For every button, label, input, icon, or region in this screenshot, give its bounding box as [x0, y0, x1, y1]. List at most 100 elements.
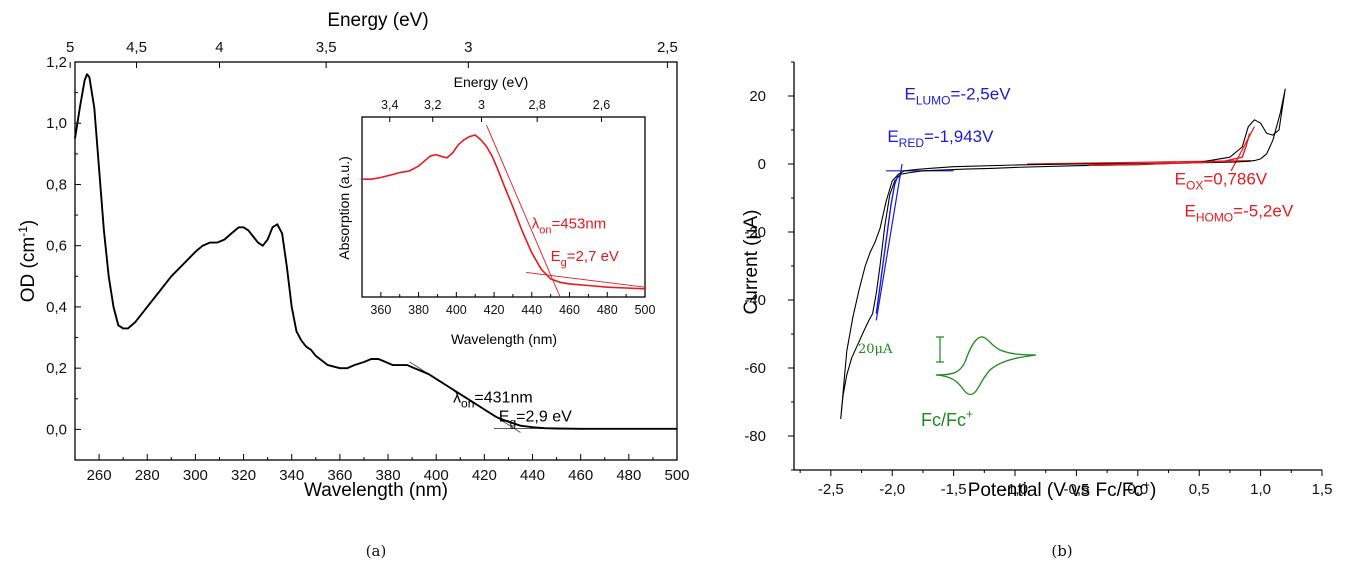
panel-a-y-label-sup: -1 — [16, 226, 30, 237]
inset-fit-line-1 — [486, 125, 561, 298]
y-tick-label-20: 20 — [749, 88, 766, 105]
ferrocene-scale-label: 20μA — [858, 342, 893, 357]
homo-annotation: EHOMO=-5,2eV — [1184, 202, 1293, 225]
lumo-annotation-subscript: LUMO — [916, 93, 951, 107]
inset-onset-annotation-base: λ — [532, 215, 540, 232]
panel-b-x-label-sup: + — [1143, 478, 1150, 492]
x-tick-label--1,5: -1,5 — [941, 481, 967, 498]
panel-a: 260 280 300 320 340 360 380 400 420 440 460 480 500 … — [16, 10, 690, 560]
panel-a-caption: (a) — [366, 542, 387, 560]
inset-onset-annotation-subscript: on — [539, 224, 551, 236]
tangent-line-1 — [875, 163, 903, 321]
panel-a-y-ticks: 0,0 0,2 0,4 0,6 0,8 1,0 1,2 — [46, 54, 81, 461]
reduction-onset-segment — [875, 173, 900, 314]
reduction-potential-annotation-value: =-1,943V — [924, 127, 994, 146]
x-tick-label-340: 340 — [279, 467, 304, 484]
top-tick-label-3,5: 3,5 — [316, 39, 337, 56]
x-tick-label-0,0: 0,0 — [1127, 481, 1148, 498]
reduction-potential-annotation-base: E — [887, 127, 898, 146]
panel-b-y-axis-label: Current (μA) — [741, 210, 762, 315]
x-tick-label-440: 440 — [520, 467, 545, 484]
x-tick-label-400: 400 — [424, 467, 449, 484]
reduction-potential-annotation: ERED=-1,943V — [887, 127, 994, 150]
y-tick-label--80: -80 — [744, 428, 766, 445]
x-tick-label-460: 460 — [568, 467, 593, 484]
oxidation-onset-segment — [1088, 133, 1251, 167]
y-tick-label-1,0: 1,0 — [46, 115, 67, 132]
x-tick-label-500: 500 — [664, 467, 689, 484]
cyclic-voltammogram-line — [840, 88, 1286, 420]
top-tick-label-4,5: 4,5 — [126, 39, 147, 56]
inset-x-axis-label: Wavelength (nm) — [451, 331, 557, 347]
inset-top-tick-label-2,8: 2,8 — [528, 98, 545, 112]
inset-top-axis-label: Energy (eV) — [454, 74, 529, 90]
od-spectrum-line — [74, 73, 677, 430]
bandgap-annotation: Eg=2,9 eV — [499, 409, 572, 430]
inset-annotations: λon=453nm Eg=2,7 eV — [532, 215, 619, 269]
x-tick-label-380: 380 — [376, 467, 401, 484]
panel-a-y-axis-label: OD (cm-1) — [16, 220, 39, 302]
inset-x-tick-label-400: 400 — [446, 303, 467, 317]
ferrocene-scale-bar — [936, 336, 944, 363]
x-tick-label-1,5: 1,5 — [1312, 481, 1333, 498]
panel-a-y-label-main: OD (cm — [18, 237, 39, 302]
x-tick-label-480: 480 — [616, 467, 641, 484]
y-tick-label-0,2: 0,2 — [46, 360, 67, 377]
inset-top-tick-label-3,4: 3,4 — [381, 98, 398, 112]
ferrocene-label-sup: + — [966, 407, 973, 421]
inset-bandgap-annotation-subscript: g — [561, 257, 567, 269]
panel-a-x-axis-label: Wavelength (nm) — [304, 480, 448, 501]
top-tick-label-5: 5 — [66, 39, 74, 56]
lumo-annotation: ELUMO=-2,5eV — [905, 84, 1012, 107]
bandgap-annotation-value: =2,9 eV — [516, 409, 572, 426]
inset-top-tick-label-2,6: 2,6 — [593, 98, 610, 112]
panel-a-y-label-end: ) — [18, 220, 39, 226]
oxidation-potential-annotation: EOX=0,786V — [1175, 169, 1268, 192]
reduction-potential-annotation-subscript: RED — [899, 136, 925, 150]
x-tick-label--2,0: -2,0 — [879, 481, 905, 498]
panel-b-series — [840, 88, 1286, 420]
inset-x-tick-label-360: 360 — [370, 303, 391, 317]
inset-top-ticks: 3,4 3,2 3 2,8 2,6 — [381, 98, 610, 122]
inset-top-tick-label-3: 3 — [478, 98, 485, 112]
panel-a-top-axis-label: Energy (eV) — [327, 10, 428, 31]
oxidation-potential-annotation-base: E — [1175, 169, 1186, 188]
panel-b-x-axis-label: Potential (V vs Fc/Fc+) — [968, 478, 1157, 501]
onset-wavelength-annotation-base: λ — [453, 390, 461, 407]
inset-x-tick-label-500: 500 — [635, 303, 656, 317]
inset-bandgap-annotation-value: =2,7 eV — [567, 248, 619, 265]
y-tick-label-0,0: 0,0 — [46, 421, 67, 438]
y-tick-label--60: -60 — [744, 360, 766, 377]
oxidation-potential-annotation-subscript: OX — [1186, 178, 1203, 192]
x-tick-label-260: 260 — [87, 467, 112, 484]
onset-wavelength-annotation-value: =431nm — [474, 390, 532, 407]
top-tick-label-2,5: 2,5 — [657, 39, 678, 56]
x-tick-label-320: 320 — [231, 467, 256, 484]
lumo-annotation-value: =-2,5eV — [951, 84, 1012, 103]
bandgap-annotation-subscript: g — [509, 416, 516, 430]
y-tick-label-0,4: 0,4 — [46, 299, 67, 316]
panel-a-x-ticks: 260 280 300 320 340 360 380 400 420 440 460 480 500 — [74, 454, 690, 484]
x-tick-label-420: 420 — [472, 467, 497, 484]
homo-annotation-value: =-5,2eV — [1233, 202, 1294, 221]
x-tick-label--1,0: -1,0 — [1002, 481, 1028, 498]
top-tick-label-4: 4 — [215, 39, 223, 56]
x-tick-label-300: 300 — [183, 467, 208, 484]
y-tick-label-0,8: 0,8 — [46, 176, 67, 193]
inset-bandgap-annotation: Eg=2,7 eV — [551, 248, 619, 269]
inset-series — [362, 134, 646, 290]
onset-wavelength-annotation: λon=431nm — [453, 390, 533, 411]
inset-x-tick-label-480: 480 — [597, 303, 618, 317]
x-tick-label-0,5: 0,5 — [1189, 481, 1210, 498]
ferrocene-inset: 20μA Fc/Fc+ — [858, 336, 1037, 430]
y-tick-label--20: -20 — [744, 224, 766, 241]
onset-wavelength-annotation-subscript: on — [461, 397, 474, 411]
ferrocene-curve — [935, 336, 1037, 396]
panel-b-x-label-main: Potential (V vs Fc/Fc — [968, 480, 1143, 501]
oxidation-potential-annotation-value: =0,786V — [1203, 169, 1267, 188]
panel-b-x-label-end: ) — [1150, 480, 1156, 501]
x-tick-label-280: 280 — [135, 467, 160, 484]
x-tick-label--0,5: -0,5 — [1063, 481, 1089, 498]
